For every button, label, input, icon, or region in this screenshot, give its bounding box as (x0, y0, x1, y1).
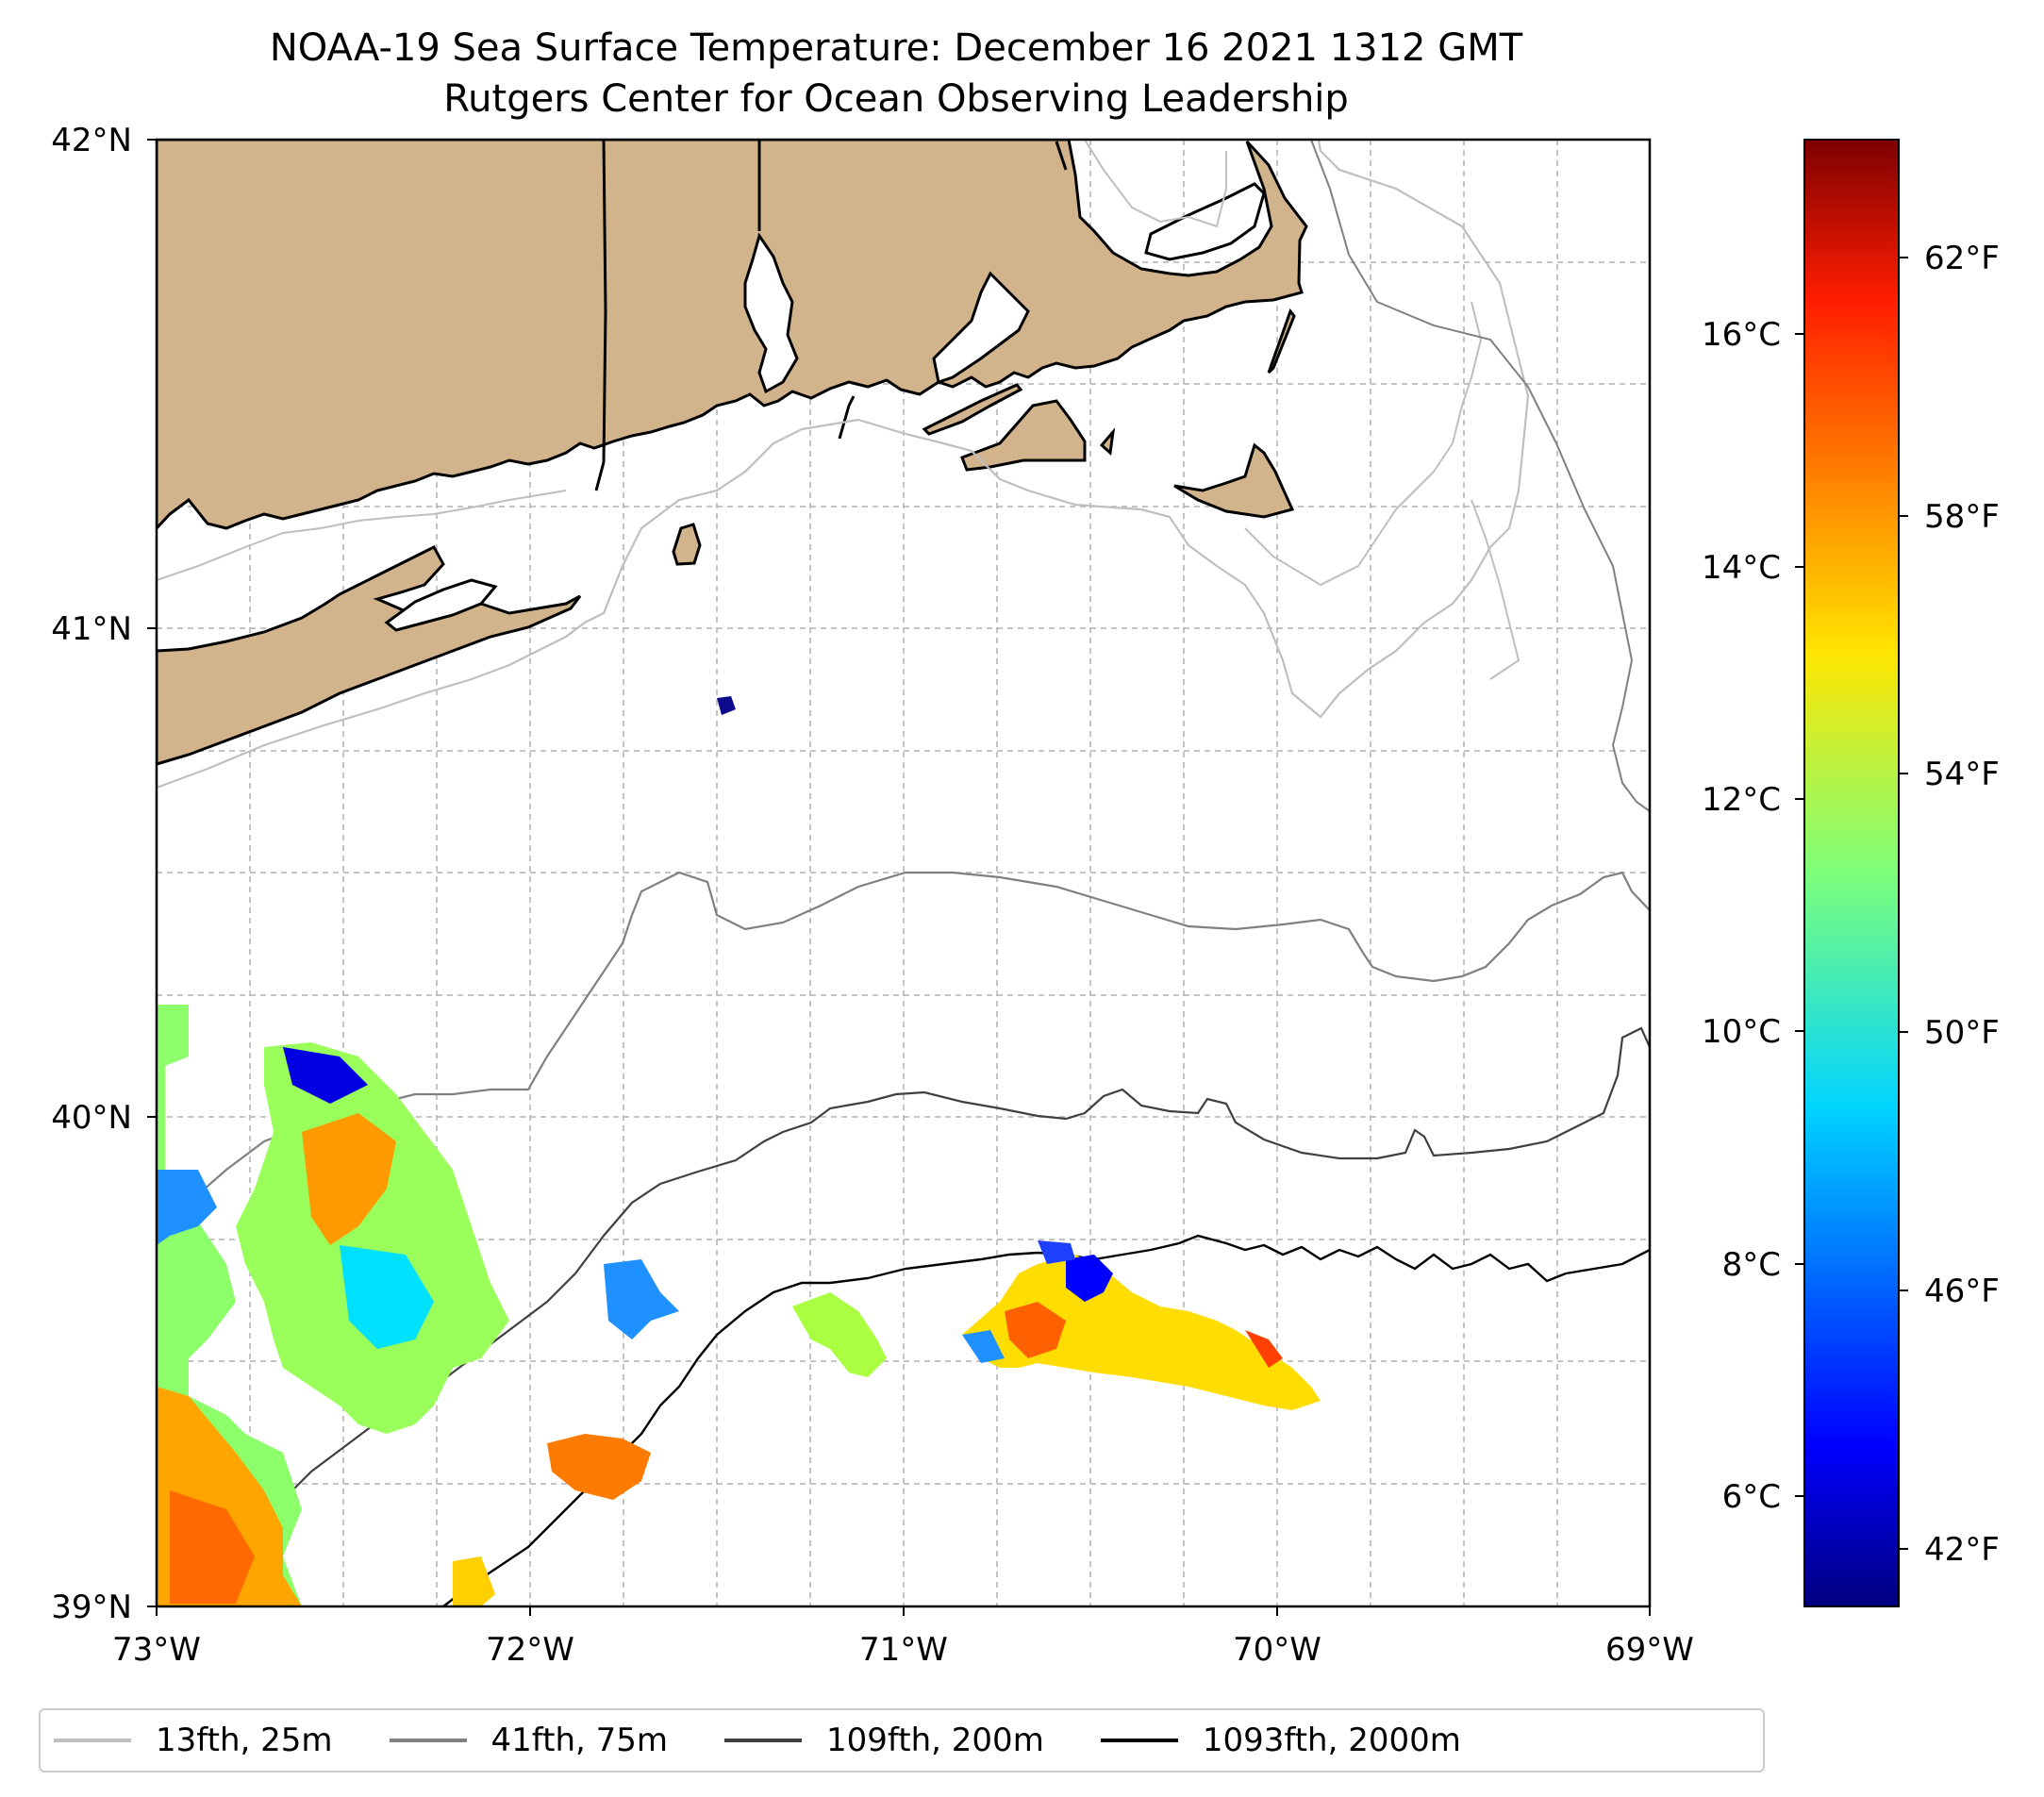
colorbar-celsius-labels: 16°C 14°C 12°C 10°C 8°C 6°C (1702, 316, 1781, 1516)
celsius-label: 6°C (1722, 1478, 1781, 1516)
chappaquiddick (1099, 427, 1116, 456)
legend-label: 41fth, 75m (490, 1722, 669, 1759)
contour-legend: 13fth, 25m 41fth, 75m 109fth, 200m 1093f… (39, 1708, 1765, 1772)
y-tick-label: 39°N (51, 1589, 132, 1626)
nantucket (1173, 442, 1295, 519)
y-tick-label: 40°N (51, 1099, 132, 1137)
buzzards-bay (932, 271, 1030, 384)
legend-item-2000m: 1093fth, 2000m (1100, 1722, 1461, 1759)
marthas-vineyard (960, 399, 1087, 472)
legend-item-75m: 41fth, 75m (389, 1722, 669, 1759)
sst-data (157, 696, 1321, 1606)
new-england-coast (157, 140, 1308, 531)
x-tick-label: 73°W (112, 1631, 201, 1669)
contour-2000m (442, 1234, 1650, 1606)
sst-patch-canyon (547, 1434, 651, 1500)
legend-label: 109fth, 200m (826, 1722, 1044, 1759)
y-tick-label: 42°N (51, 122, 132, 159)
fahrenheit-label: 46°F (1924, 1273, 2000, 1310)
celsius-label: 12°C (1702, 781, 1781, 819)
narragansett-bay (743, 232, 799, 394)
colorbar-celsius-ticks (1795, 333, 1804, 1497)
x-tick-label: 70°W (1233, 1631, 1321, 1669)
block-island (672, 523, 702, 566)
bathymetry (157, 140, 1650, 1606)
celsius-label: 16°C (1702, 316, 1781, 354)
legend-label: 13fth, 25m (156, 1722, 333, 1759)
fahrenheit-label: 62°F (1924, 240, 2000, 277)
celsius-label: 8°C (1722, 1246, 1781, 1284)
fahrenheit-label: 42°F (1924, 1531, 2000, 1569)
x-tick-label: 71°W (859, 1631, 948, 1669)
legend-swatch (54, 1739, 131, 1742)
celsius-label: 10°C (1702, 1013, 1781, 1051)
colorbar-fahrenheit-ticks (1899, 257, 1908, 1550)
x-tick-marks (156, 1606, 1651, 1616)
colorbar-fahrenheit-labels: 62°F 58°F 54°F 50°F 46°F 42°F (1924, 240, 2000, 1569)
fahrenheit-label: 54°F (1924, 756, 2000, 793)
fahrenheit-label: 58°F (1924, 498, 2000, 536)
sst-patch-small-east (604, 1259, 679, 1339)
y-tick-label: 41°N (51, 610, 132, 648)
legend-label: 1093fth, 2000m (1202, 1722, 1461, 1759)
legend-swatch (724, 1739, 803, 1742)
colorbar (1803, 139, 1900, 1607)
contour-25m (157, 140, 1530, 790)
legend-item-200m: 109fth, 200m (724, 1722, 1044, 1759)
x-tick-label: 72°W (486, 1631, 574, 1669)
chart-subtitle: Rutgers Center for Ocean Observing Leade… (443, 77, 1349, 121)
legend-swatch (389, 1739, 467, 1742)
legend-item-25m: 13fth, 25m (54, 1722, 333, 1759)
chart-title: NOAA-19 Sea Surface Temperature: Decembe… (269, 26, 1523, 70)
y-tick-labels: 42°N 41°N 40°N 39°N (51, 122, 132, 1626)
celsius-label: 14°C (1702, 549, 1781, 587)
sst-patch-shelf-break (962, 1255, 1321, 1410)
peconic-bay (384, 578, 498, 632)
monomoy (1267, 308, 1296, 374)
elizabeth-islands (922, 383, 1023, 436)
x-tick-label: 69°W (1605, 1631, 1694, 1669)
x-tick-labels: 73°W 72°W 71°W 70°W 69°W (112, 1631, 1694, 1669)
y-tick-marks (147, 139, 157, 1607)
state-borders (594, 140, 1068, 491)
legend-swatch (1100, 1739, 1178, 1742)
contour-75m (157, 871, 1650, 1214)
fahrenheit-label: 50°F (1924, 1014, 2000, 1052)
